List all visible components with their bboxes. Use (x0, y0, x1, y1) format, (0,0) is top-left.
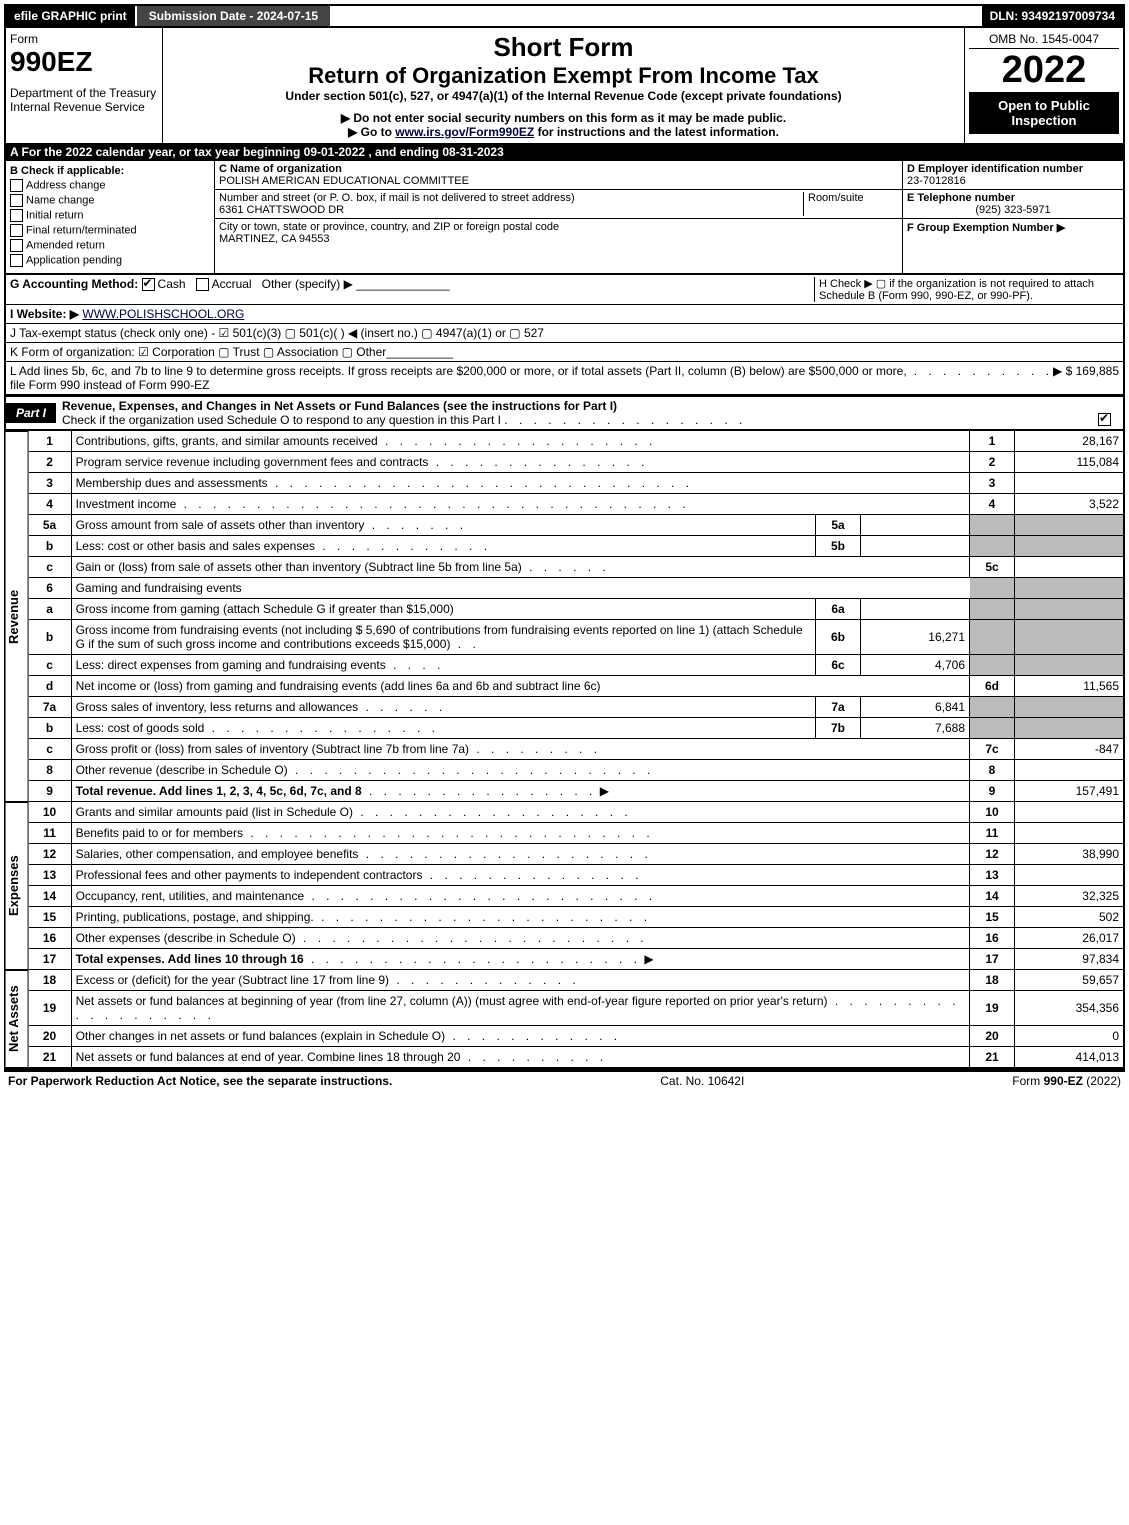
line-15-amount: 502 (1015, 907, 1125, 928)
title-return: Return of Organization Exempt From Incom… (173, 63, 954, 89)
revenue-table: 1Contributions, gifts, grants, and simil… (29, 431, 1125, 802)
omb-number: OMB No. 1545-0047 (969, 32, 1119, 49)
line-18-amount: 59,657 (1015, 970, 1125, 991)
note-goto-prefix: ▶ Go to (348, 125, 395, 139)
line-1-amount: 28,167 (1015, 431, 1125, 452)
checkbox-final-return[interactable] (10, 224, 23, 237)
section-l-text: L Add lines 5b, 6c, and 7b to line 9 to … (10, 364, 914, 392)
line-19-amount: 354,356 (1015, 991, 1125, 1026)
revenue-section-label: Revenue (6, 431, 29, 802)
telephone-value: (925) 323-5971 (907, 204, 1119, 216)
section-a: A For the 2022 calendar year, or tax yea… (4, 143, 1125, 161)
checkbox-accrual[interactable] (196, 278, 209, 291)
submission-date: Submission Date - 2024-07-15 (137, 6, 330, 26)
footer-right: Form 990-EZ (2022) (1012, 1074, 1121, 1088)
checkbox-schedule-o-parti[interactable] (1098, 413, 1111, 426)
part-i-header: Part I Revenue, Expenses, and Changes in… (4, 396, 1125, 431)
title-short: Short Form (173, 32, 954, 63)
org-name: POLISH AMERICAN EDUCATIONAL COMMITTEE (219, 175, 469, 187)
street-address: 6361 CHATTSWOOD DR (219, 204, 344, 216)
line-7a-box: 6,841 (861, 697, 970, 718)
line-5a-box (861, 515, 970, 536)
line-4-amount: 3,522 (1015, 494, 1125, 515)
room-label: Room/suite (808, 192, 864, 204)
checkbox-application-pending[interactable] (10, 254, 23, 267)
street-label: Number and street (or P. O. box, if mail… (219, 192, 575, 204)
line-7b-box: 7,688 (861, 718, 970, 739)
section-b-title: B Check if applicable: (10, 165, 210, 177)
part-i-title: Revenue, Expenses, and Changes in Net As… (62, 399, 617, 413)
website-link[interactable]: WWW.POLISHSCHOOL.ORG (82, 307, 244, 321)
form-label: Form (10, 32, 158, 46)
line-14-amount: 32,325 (1015, 886, 1125, 907)
open-public: Open to Public Inspection (969, 92, 1119, 134)
line-12-amount: 38,990 (1015, 844, 1125, 865)
checkbox-cash[interactable] (142, 278, 155, 291)
section-def: D Employer identification number 23-7012… (902, 161, 1123, 273)
line-3-amount (1015, 473, 1125, 494)
info-block: B Check if applicable: Address change Na… (4, 161, 1125, 275)
efile-print-button[interactable]: efile GRAPHIC print (6, 6, 135, 26)
line-17-amount: 97,834 (1015, 949, 1125, 970)
note-ssn: ▶ Do not enter social security numbers o… (173, 111, 954, 125)
part-i-label: Part I (6, 403, 56, 423)
ein-value: 23-7012816 (907, 175, 966, 187)
city-label: City or town, state or province, country… (219, 221, 559, 233)
ein-label: D Employer identification number (907, 163, 1083, 175)
expenses-section-label: Expenses (6, 802, 29, 970)
form-number: 990EZ (10, 46, 158, 78)
line-9-amount: 157,491 (1015, 781, 1125, 802)
group-exemption-label: F Group Exemption Number ▶ (907, 222, 1065, 234)
line-6a-box (861, 599, 970, 620)
section-c: C Name of organization POLISH AMERICAN E… (215, 161, 902, 273)
checkbox-initial-return[interactable] (10, 209, 23, 222)
section-k: K Form of organization: ☑ Corporation ▢ … (10, 345, 386, 359)
irs-link[interactable]: www.irs.gov/Form990EZ (395, 125, 534, 139)
dept-name: Department of the Treasury (10, 86, 158, 100)
section-l-amount: ▶ $ 169,885 (1053, 364, 1119, 392)
line-10-amount (1015, 802, 1125, 823)
city-state-zip: MARTINEZ, CA 94553 (219, 233, 329, 245)
section-h: H Check ▶ ▢ if the organization is not r… (814, 277, 1119, 302)
note-goto-suffix: for instructions and the latest informat… (538, 125, 779, 139)
line-2-amount: 115,084 (1015, 452, 1125, 473)
tax-year: 2022 (969, 49, 1119, 92)
checkbox-address-change[interactable] (10, 179, 23, 192)
top-bar: efile GRAPHIC print Submission Date - 20… (4, 4, 1125, 28)
line-21-amount: 414,013 (1015, 1047, 1125, 1068)
irs-name: Internal Revenue Service (10, 100, 158, 114)
line-5b-box (861, 536, 970, 557)
page-footer: For Paperwork Reduction Act Notice, see … (4, 1070, 1125, 1090)
checkbox-name-change[interactable] (10, 194, 23, 207)
part-i-subtitle: Check if the organization used Schedule … (62, 413, 501, 427)
line-6b-box: 16,271 (861, 620, 970, 655)
netassets-section-label: Net Assets (6, 970, 29, 1068)
dln: DLN: 93492197009734 (982, 6, 1123, 26)
line-5c-amount (1015, 557, 1125, 578)
line-16-amount: 26,017 (1015, 928, 1125, 949)
website-label: I Website: ▶ (10, 307, 79, 321)
footer-center: Cat. No. 10642I (660, 1074, 744, 1088)
section-b: B Check if applicable: Address change Na… (6, 161, 215, 273)
title-subtitle: Under section 501(c), 527, or 4947(a)(1)… (173, 89, 954, 103)
line-8-amount (1015, 760, 1125, 781)
section-j: J Tax-exempt status (check only one) - ☑… (10, 326, 544, 340)
netassets-table: 18Excess or (deficit) for the year (Subt… (29, 970, 1125, 1068)
footer-left: For Paperwork Reduction Act Notice, see … (8, 1074, 392, 1088)
telephone-label: E Telephone number (907, 192, 1015, 204)
form-header: Form 990EZ Department of the Treasury In… (4, 28, 1125, 143)
section-g-label: G Accounting Method: (10, 277, 138, 291)
org-name-label: C Name of organization (219, 163, 342, 175)
line-20-amount: 0 (1015, 1026, 1125, 1047)
line-6d-amount: 11,565 (1015, 676, 1125, 697)
line-13-amount (1015, 865, 1125, 886)
expenses-table: 10Grants and similar amounts paid (list … (29, 802, 1125, 970)
line-7c-amount: -847 (1015, 739, 1125, 760)
line-11-amount (1015, 823, 1125, 844)
line-6c-box: 4,706 (861, 655, 970, 676)
checkbox-amended-return[interactable] (10, 239, 23, 252)
